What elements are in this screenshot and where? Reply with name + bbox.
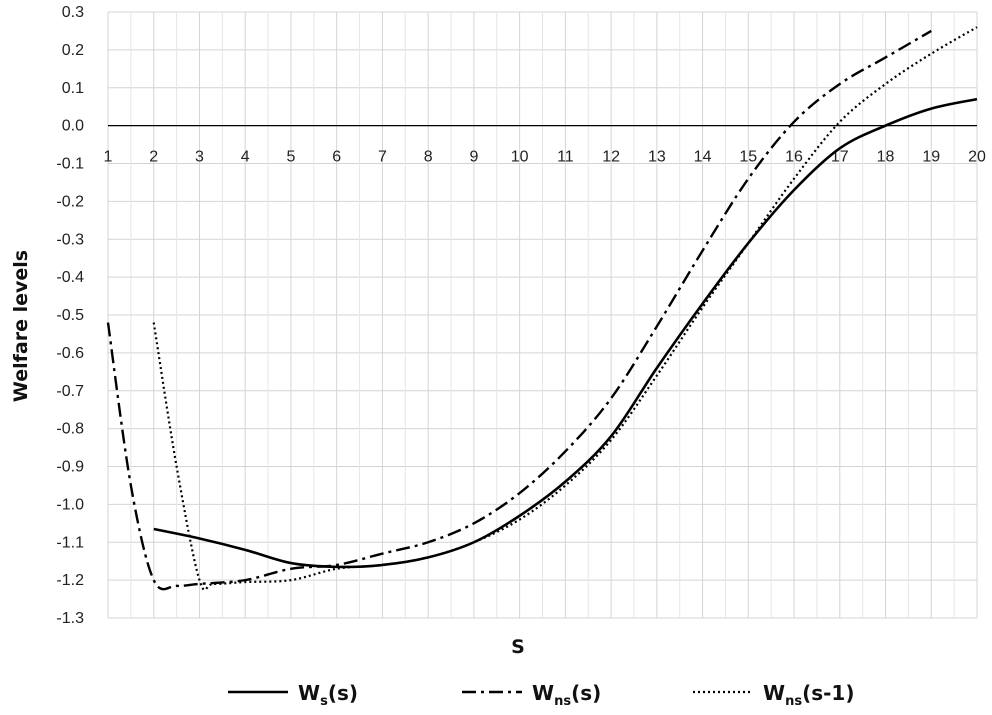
- x-tick-label: 3: [195, 149, 204, 166]
- y-tick-label: -1.3: [56, 610, 84, 627]
- y-tick-label: -1.0: [56, 496, 84, 513]
- legend-label: Wns(s-1): [763, 681, 854, 709]
- y-tick-label: -1.2: [56, 572, 84, 589]
- y-tick-label: 0.3: [62, 4, 84, 21]
- grid-lines: [107, 11, 978, 619]
- y-tick-label: 0.2: [62, 42, 84, 59]
- y-axis-title: Welfare levels: [10, 250, 32, 402]
- x-tick-label: 5: [286, 149, 295, 166]
- y-tick-label: -0.9: [56, 459, 84, 476]
- x-tick-label: 16: [785, 149, 803, 166]
- series-line-ws-s-: [153, 97, 978, 569]
- y-tick-label: 0.1: [62, 80, 84, 97]
- x-tick-label: 11: [557, 149, 574, 166]
- x-tick-label: 6: [332, 149, 341, 166]
- x-tick-label: 12: [602, 149, 620, 166]
- y-tick-label: -0.6: [56, 345, 84, 362]
- x-tick-label: 17: [831, 149, 849, 166]
- series-line-wns-s-1-: [152, 26, 978, 591]
- y-tick-label: -0.7: [56, 383, 84, 400]
- y-tick-label: -0.2: [56, 193, 84, 210]
- x-tick-label: 2: [149, 149, 158, 166]
- x-tick-label: 13: [648, 149, 666, 166]
- y-tick-label: -0.8: [56, 421, 84, 438]
- y-tick-labels: 0.3 0.2 0.1 0.0 -0.1 -0.2 -0.3 -0.4 -0.5 -0.6 -0.7…: [56, 4, 84, 627]
- x-tick-label: 14: [694, 149, 712, 166]
- y-tick-label: -0.4: [56, 269, 84, 286]
- x-tick-label: 18: [877, 149, 895, 166]
- x-tick-label: 19: [922, 149, 940, 166]
- y-tick-label: -0.3: [56, 231, 84, 248]
- y-tick-label: -1.1: [56, 534, 84, 551]
- legend-label: Ws(s): [298, 681, 358, 709]
- x-tick-label: 7: [378, 149, 387, 166]
- x-tick-label: 9: [469, 149, 478, 166]
- x-tick-label: 10: [511, 149, 529, 166]
- x-tick-label: 4: [241, 149, 250, 166]
- series-lines: [106, 26, 978, 591]
- y-tick-label: -0.1: [56, 156, 84, 173]
- y-tick-label: -0.5: [56, 307, 84, 324]
- x-axis-title: S: [511, 636, 525, 658]
- legend-label: Wns(s): [532, 681, 601, 709]
- x-tick-label: 1: [104, 149, 113, 166]
- x-tick-label: 8: [424, 149, 433, 166]
- x-tick-label: 20: [968, 149, 986, 166]
- series-line-wns-s-: [106, 29, 932, 591]
- legend: Ws(s) Wns(s) Wns(s-1): [228, 681, 854, 709]
- x-tick-labels: 1 2 3 4 5 6 7 8 9 10 11 12 13 14 15 16 17 18 19 20: [104, 149, 986, 166]
- x-tick-label: 15: [739, 149, 757, 166]
- y-tick-label: 0.0: [62, 118, 84, 135]
